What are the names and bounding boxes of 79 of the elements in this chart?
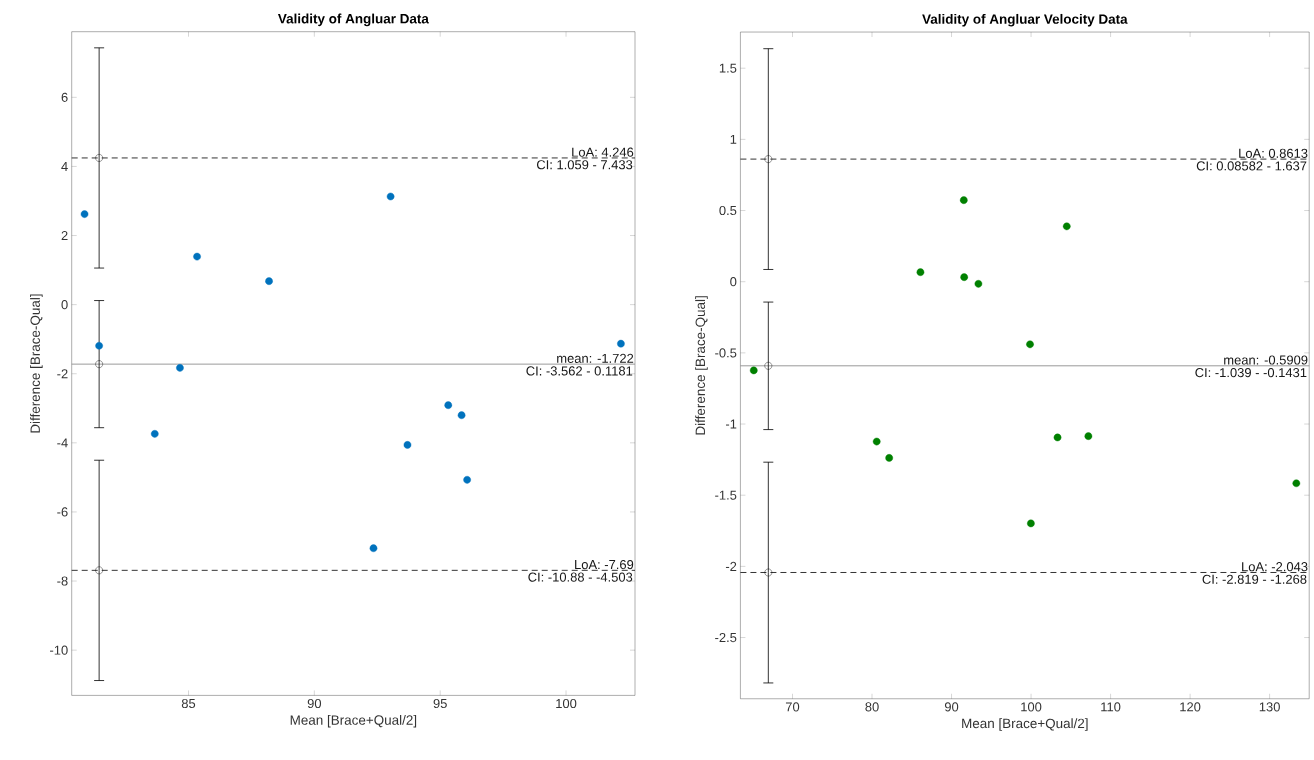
annotation: CI: -3.562 - 0.1181 [526, 366, 633, 376]
point [872, 437, 881, 446]
point [80, 210, 89, 218]
point [176, 364, 184, 372]
point [1292, 479, 1301, 488]
y-tick-label: 1.5 [719, 63, 737, 73]
y-tick-label: 0 [730, 277, 737, 287]
y-tick-label: -1.5 [715, 490, 737, 500]
point [150, 430, 159, 438]
point [95, 566, 103, 575]
y-tick-label: -1 [725, 419, 737, 429]
point [617, 339, 625, 348]
point [444, 401, 453, 409]
x-tick-label: 130 [1259, 702, 1280, 712]
ref-line-label: mean: -1.722 [557, 353, 634, 363]
ref-line-label: LoA: -7.69 [575, 559, 634, 570]
x-tick-label: 70 [785, 702, 800, 712]
y-tick-label: 2 [61, 231, 68, 241]
point [265, 277, 273, 285]
y-tick-label: -10 [50, 645, 68, 655]
x-tick-label: 80 [865, 702, 879, 712]
y-tick-label: 1 [730, 134, 737, 144]
y-tick-label: -4 [57, 438, 68, 448]
point [95, 154, 103, 162]
point [1053, 433, 1062, 442]
x-tick-label: 100 [556, 698, 577, 709]
x-axis-title: Mean [Brace+Qual/2] [962, 718, 1088, 731]
point [974, 280, 983, 288]
point [1062, 222, 1071, 231]
ref-line-label: LoA: -2.043 [1242, 562, 1308, 572]
y-tick-label: 0.5 [719, 205, 737, 216]
y-tick-label: -0.5 [715, 348, 737, 358]
point [95, 341, 103, 350]
point [764, 568, 773, 577]
x-tick-label: 120 [1180, 702, 1201, 712]
y-axis-title: Difference [Brace-Qual] [695, 296, 708, 435]
x-tick-label: 85 [181, 698, 196, 709]
y-tick-label: -2 [57, 369, 68, 379]
y-tick-label: 4 [61, 161, 68, 171]
x-tick-label: 110 [1101, 702, 1121, 712]
point [457, 411, 466, 419]
point [916, 268, 925, 276]
point [386, 192, 395, 201]
point [885, 454, 893, 462]
annotation: CI: -1.039 - -0.1431 [1195, 368, 1307, 378]
point [1027, 519, 1035, 528]
point [749, 366, 758, 375]
x-tick-label: 90 [307, 698, 322, 709]
annotation: CI: -2.819 - -1.268 [1202, 574, 1307, 584]
point [764, 155, 773, 163]
x-tick-label: 95 [433, 698, 447, 709]
point [1026, 340, 1034, 349]
point [960, 273, 968, 281]
ref-line-label: mean: -0.5909 [1224, 355, 1308, 365]
x-tick-label: 100 [1021, 702, 1042, 712]
ref-line-label: LoA: 4.246 [572, 147, 634, 157]
y-tick-label: -2 [725, 561, 737, 571]
chart-title: Validity of Angluar Velocity Data [922, 13, 1128, 27]
point [403, 441, 412, 449]
point [764, 362, 773, 370]
point [369, 544, 378, 553]
x-axis-title: Mean [Brace+Qual/2] [290, 714, 417, 728]
chart-title: Validity of Angluar Data [277, 13, 429, 27]
y-axis-title: Difference [Brace-Qual] [30, 294, 43, 433]
annotation: CI: -10.88 - -4.503 [528, 572, 633, 582]
point [1084, 432, 1093, 440]
x-tick-label: 90 [944, 702, 959, 712]
point [959, 196, 968, 204]
point [463, 476, 471, 484]
y-tick-label: 6 [61, 92, 68, 102]
point [95, 360, 103, 368]
y-tick-label: 0 [61, 300, 68, 310]
y-tick-label: -6 [57, 507, 68, 517]
y-tick-label: -2.5 [715, 632, 737, 643]
ref-line-label: LoA: 0.8613 [1239, 148, 1308, 158]
annotation: CI: 0.08582 - 1.637 [1196, 161, 1307, 171]
y-tick-label: -8 [57, 576, 68, 586]
annotation: CI: 1.059 - 7.433 [536, 160, 633, 170]
point [193, 252, 201, 261]
